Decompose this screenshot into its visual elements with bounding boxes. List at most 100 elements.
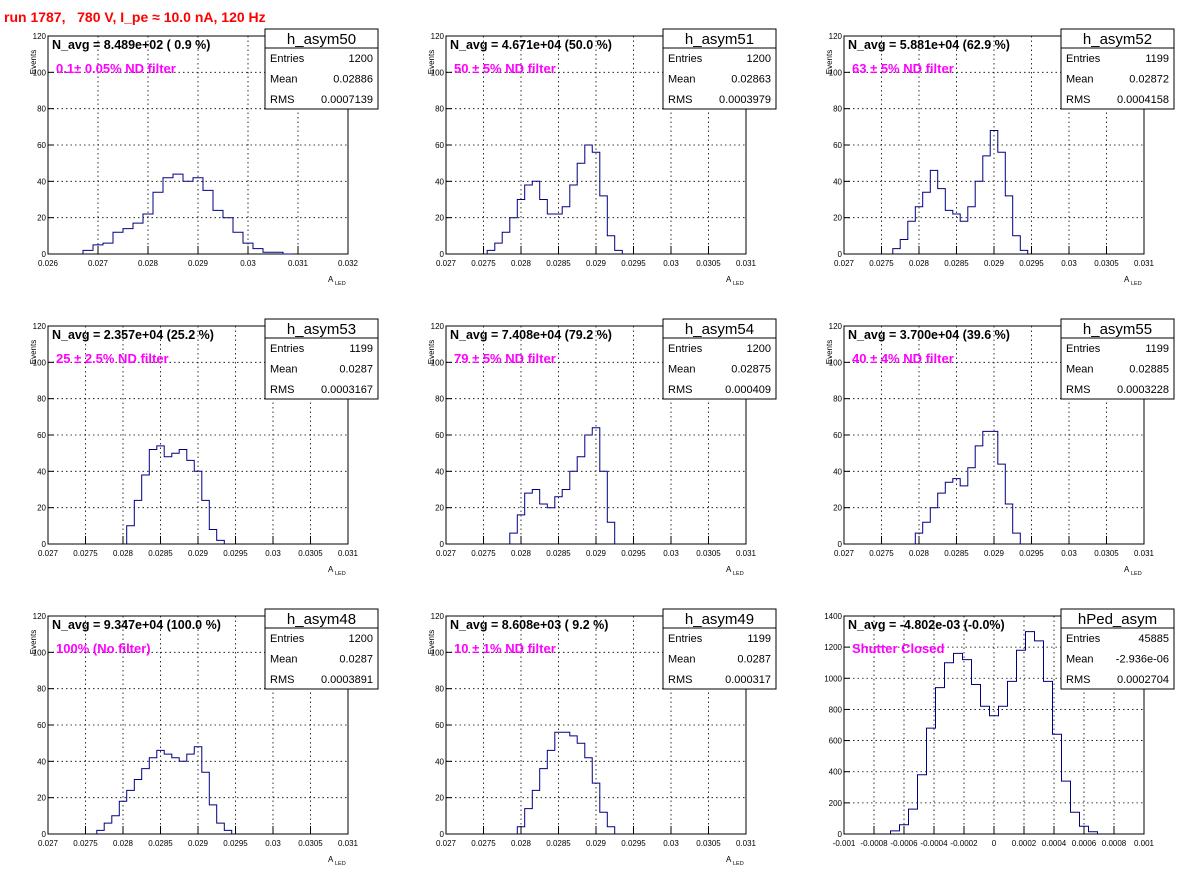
stats-value-rms: 0.000317 [725, 674, 771, 686]
x-tick-label: 0.027 [834, 259, 855, 268]
x-tick-label: 0.027 [38, 549, 59, 558]
x-tick-label: 0.0295 [621, 549, 646, 558]
y-tick-label: 40 [833, 467, 842, 476]
stats-value-mean: -2.936e-06 [1116, 654, 1169, 666]
histogram-bin [142, 769, 150, 834]
stats-title: h_asym50 [287, 31, 356, 48]
stats-value-rms: 0.0007139 [321, 94, 373, 106]
x-tick-label: 0.03 [663, 259, 679, 268]
histogram-bin [187, 754, 195, 834]
x-axis-label-subscript: LED [733, 281, 744, 287]
y-tick-label: 120 [829, 322, 843, 331]
histogram-bin [547, 750, 555, 834]
histogram-bin [998, 152, 1006, 254]
histogram-series-line [126, 445, 225, 544]
x-tick-label: 0.028 [511, 839, 532, 848]
x-tick-label: -0.001 [833, 839, 856, 848]
x-tick-label: 0.0305 [696, 549, 721, 558]
histogram-bin [953, 479, 961, 544]
histogram-bin [223, 218, 233, 254]
stats-label-mean: Mean [1066, 74, 1094, 86]
y-axis-label: Events [825, 50, 834, 74]
histogram-bin [127, 526, 135, 544]
y-tick-label: 80 [833, 105, 842, 114]
y-tick-label: 600 [829, 737, 843, 746]
n-avg-label: N_avg = 9.347e+04 (100.0 %) [52, 618, 221, 632]
histogram-panel-hped-asym: -0.001 -0.0008 -0.0006 -0.0004 -0.0002 0 0.000… [824, 608, 1175, 848]
x-tick-label: 0.029 [984, 549, 1005, 558]
histogram-bin [173, 174, 183, 254]
histogram-bin [172, 758, 180, 834]
plot-frame [843, 35, 1145, 255]
plot-frame [47, 35, 349, 255]
x-tick-label: 0.029 [586, 259, 607, 268]
stats-box [264, 318, 379, 400]
histogram-bin [555, 497, 563, 544]
histogram-bin [217, 823, 225, 834]
histogram-bin [570, 736, 578, 834]
stats-label-entries: Entries [668, 53, 703, 65]
x-tick-label: 0.028 [113, 549, 134, 558]
x-tick-label: -0.0002 [950, 839, 978, 848]
stats-label-rms: RMS [1066, 674, 1090, 686]
y-tick-label: 100 [829, 68, 843, 77]
stats-title: h_asym49 [685, 611, 754, 628]
n-avg-label: N_avg = 7.408e+04 (79.2 %) [450, 328, 612, 342]
histogram-bin [999, 706, 1008, 834]
filter-label: 50 ± 5% ND filter [454, 61, 556, 76]
filter-label: 25 ± 2.5% ND filter [56, 351, 169, 366]
histogram-bin [149, 450, 157, 544]
y-tick-label: 0 [42, 830, 47, 839]
x-tick-label: 0.0295 [223, 549, 248, 558]
histogram-bin [1008, 681, 1017, 834]
histogram-bin [157, 446, 165, 544]
histogram-bin [607, 236, 615, 254]
y-tick-label: 800 [829, 705, 843, 714]
y-axis-label: Events [29, 340, 38, 364]
y-tick-label: 100 [431, 68, 445, 77]
stats-value-rms: 0.0003891 [321, 674, 373, 686]
y-tick-label: 200 [829, 799, 843, 808]
histogram-series-line [914, 430, 1021, 544]
x-tick-label: 0.027 [436, 259, 457, 268]
histogram-bin [163, 178, 173, 254]
x-tick-label: -0.0008 [860, 839, 888, 848]
histogram-bin [585, 758, 593, 834]
histogram-bin [555, 732, 563, 834]
histogram-bin [592, 152, 600, 254]
x-axis-label: A [726, 275, 732, 284]
histogram-bin [209, 805, 217, 834]
plot-frame [843, 325, 1145, 545]
run-title: run 1787, 780 V, I_pe ≈ 10.0 nA, 120 Hz [4, 9, 266, 25]
y-tick-label: 120 [431, 322, 445, 331]
filter-label: 100% (No filter) [56, 641, 151, 656]
histogram-bin [945, 663, 954, 834]
x-tick-label: 0.028 [909, 549, 930, 558]
y-tick-label: 120 [33, 32, 47, 41]
x-axis-label-subscript: LED [335, 571, 346, 577]
y-tick-label: 60 [37, 721, 46, 730]
histogram-panel-h-asym51: 0.027 0.0275 0.028 0.0285 0.029 0.0295 0.03 0.0… [427, 28, 777, 287]
histogram-bin [562, 207, 570, 254]
histogram-bin [540, 200, 548, 255]
histogram-bin [217, 540, 225, 544]
histogram-bin [945, 482, 953, 544]
x-tick-label: 0.027 [38, 839, 59, 848]
stats-label-entries: Entries [1066, 53, 1101, 65]
y-tick-label: 100 [829, 358, 843, 367]
x-tick-label: 0.0008 [1102, 839, 1127, 848]
histogram-bin [157, 750, 165, 834]
histogram-bin [113, 232, 123, 254]
histogram-panel-h-asym49: 0.027 0.0275 0.028 0.0285 0.029 0.0295 0.03 0.0… [427, 608, 777, 867]
histogram-bin [1053, 734, 1062, 834]
stats-title: h_asym53 [287, 321, 356, 338]
histogram-bin [983, 431, 991, 544]
stats-label-rms: RMS [668, 674, 692, 686]
stats-value-entries: 1200 [349, 633, 373, 645]
histogram-bin [104, 823, 112, 834]
stats-box [662, 608, 777, 690]
histogram-bin [97, 830, 105, 834]
histogram-bin [891, 831, 900, 834]
x-tick-label: -0.0006 [890, 839, 918, 848]
y-tick-label: 1400 [824, 612, 842, 621]
